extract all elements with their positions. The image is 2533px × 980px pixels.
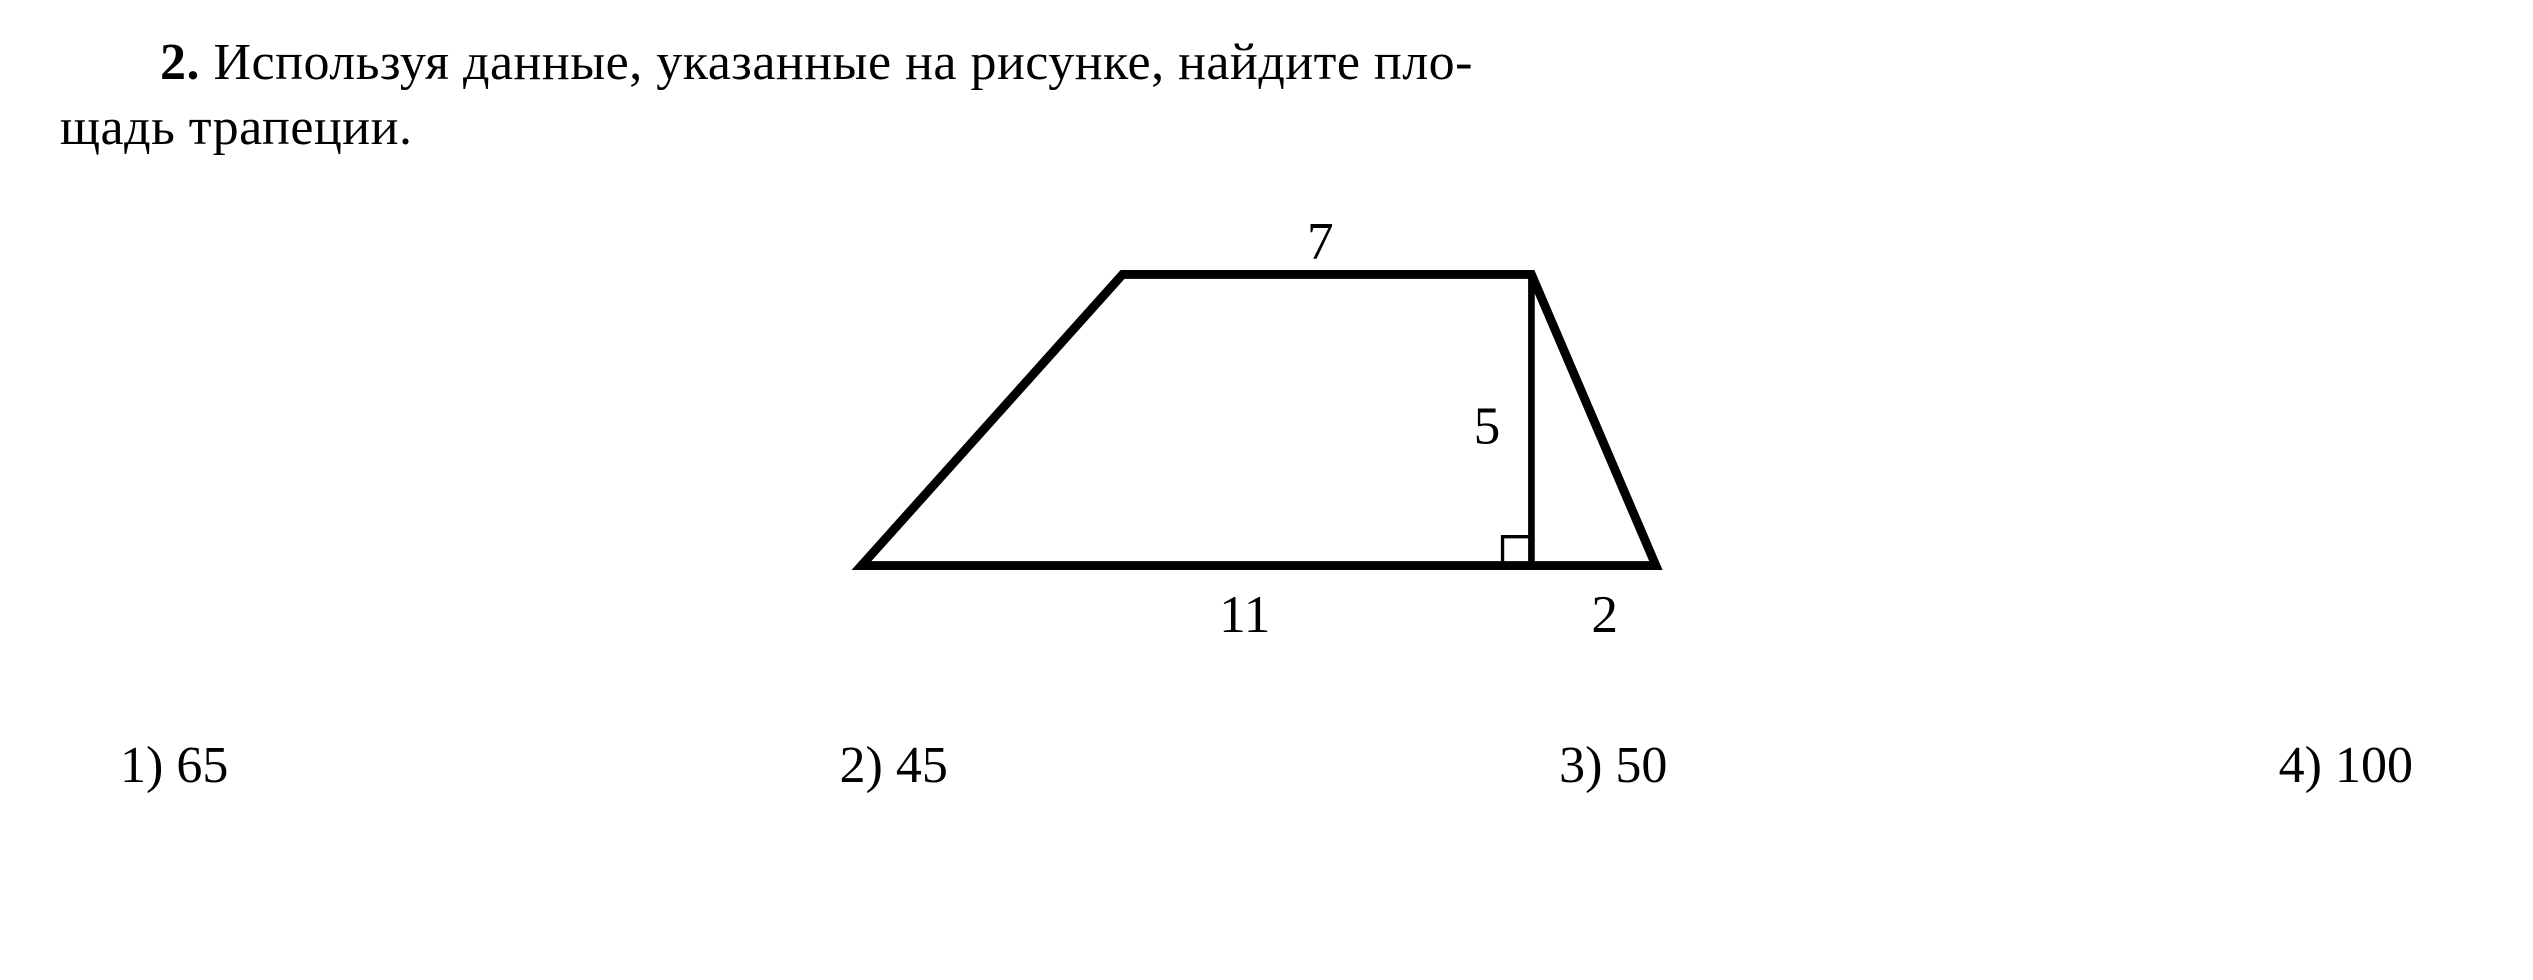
label-bottom-right: 2 bbox=[1591, 584, 1618, 644]
question-number: 2. bbox=[160, 34, 200, 91]
question-line2: щадь трапеции. bbox=[60, 99, 412, 156]
answer-option-2: 2) 45 bbox=[840, 736, 948, 795]
question-line1: Используя данные, указанные на рисунке, … bbox=[214, 34, 1474, 91]
trapezoid-diagram: 7 5 11 2 bbox=[767, 210, 1767, 666]
label-height: 5 bbox=[1473, 395, 1500, 455]
trapezoid-shape bbox=[861, 274, 1655, 565]
answer-options: 1) 65 2) 45 3) 50 4) 100 bbox=[60, 736, 2473, 795]
figure-container: 7 5 11 2 bbox=[60, 210, 2473, 666]
answer-option-3: 3) 50 bbox=[1559, 736, 1667, 795]
question-text: 2. Используя данные, указанные на рисунк… bbox=[60, 30, 2473, 160]
label-bottom-left: 11 bbox=[1219, 584, 1270, 644]
answer-option-4: 4) 100 bbox=[2279, 736, 2413, 795]
answer-option-1: 1) 65 bbox=[120, 736, 228, 795]
label-top-base: 7 bbox=[1306, 211, 1333, 271]
